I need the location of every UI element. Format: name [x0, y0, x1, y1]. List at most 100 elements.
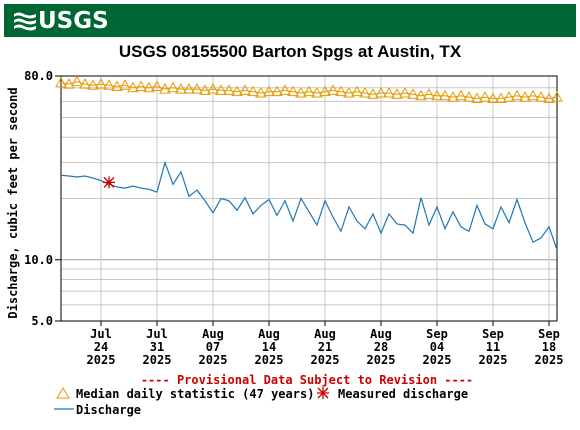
y-tick-label: 5.0	[31, 314, 53, 328]
x-tick-label: 2025	[143, 353, 172, 367]
median-point	[223, 84, 235, 95]
x-tick-label: 11	[486, 340, 500, 354]
median-point	[535, 91, 547, 102]
median-point	[159, 83, 171, 94]
x-tick-label: 24	[94, 340, 108, 354]
median-point	[551, 91, 563, 102]
median-point	[463, 91, 475, 102]
x-tick-label: Jul	[90, 327, 112, 341]
median-point	[471, 92, 483, 104]
median-point	[495, 92, 507, 104]
x-tick-label: Sep	[538, 327, 560, 341]
usgs-banner: USGS	[4, 4, 576, 37]
median-point	[519, 91, 531, 102]
median-point	[319, 85, 331, 97]
median-point	[543, 92, 555, 104]
x-tick-label: Aug	[202, 327, 224, 341]
median-point	[343, 86, 355, 98]
median-point	[479, 91, 491, 102]
median-point	[399, 86, 411, 98]
median-point	[335, 85, 347, 97]
x-tick-label: 18	[542, 340, 556, 354]
median-point	[127, 81, 139, 93]
median-point	[191, 83, 203, 94]
x-tick-label: 2025	[535, 353, 564, 367]
median-point	[143, 81, 155, 93]
median-point	[63, 78, 75, 89]
median-point	[415, 89, 427, 101]
median-point	[239, 84, 251, 95]
x-tick-label: 21	[318, 340, 332, 354]
logo-text: USGS	[38, 8, 109, 34]
x-tick-label: 31	[150, 340, 164, 354]
legend-measured-marker	[317, 387, 329, 399]
median-point	[527, 89, 539, 101]
median-point	[447, 91, 459, 102]
provisional-notice: ---- Provisional Data Subject to Revisio…	[141, 373, 473, 387]
legend: Median daily statistic (47 years) Measur…	[54, 387, 468, 417]
median-point	[383, 86, 395, 98]
chart-title: USGS 08155500 Barton Spgs at Austin, TX	[118, 42, 462, 61]
axis-layer: 80.010.05.0Jul242025Jul312025Aug072025Au…	[24, 69, 563, 367]
x-tick-label: Aug	[258, 327, 280, 341]
x-tick-label: 14	[262, 340, 276, 354]
median-point	[151, 80, 163, 92]
median-point	[407, 88, 419, 99]
median-point	[255, 86, 267, 98]
median-point	[79, 78, 91, 89]
median-point	[71, 75, 83, 87]
median-point	[487, 92, 499, 104]
x-tick-label: Jul	[146, 327, 168, 341]
median-point	[511, 89, 523, 101]
y-tick-label: 10.0	[24, 253, 53, 267]
median-point	[55, 76, 67, 88]
y-tick-label: 80.0	[24, 69, 53, 83]
legend-median-label: Median daily statistic (47 years)	[76, 387, 314, 401]
x-tick-label: 2025	[311, 353, 340, 367]
median-point	[391, 88, 403, 99]
x-tick-label: 2025	[87, 353, 116, 367]
median-point	[207, 83, 219, 94]
x-tick-label: 2025	[255, 353, 284, 367]
median-point	[311, 86, 323, 98]
median-point	[271, 85, 283, 97]
legend-measured-label: Measured discharge	[338, 387, 468, 401]
x-tick-label: Aug	[314, 327, 336, 341]
median-point	[375, 86, 387, 98]
median-point	[215, 84, 227, 95]
plot-frame	[60, 75, 558, 322]
legend-median-marker	[56, 387, 70, 399]
x-tick-label: Sep	[426, 327, 448, 341]
x-tick-label: 07	[206, 340, 220, 354]
median-point	[247, 85, 259, 97]
x-tick-label: Sep	[482, 327, 504, 341]
median-point	[359, 86, 371, 98]
median-point	[503, 91, 515, 102]
median-point	[199, 84, 211, 95]
median-point	[295, 86, 307, 98]
median-point	[135, 80, 147, 92]
median-point	[95, 78, 107, 89]
usgs-wave-icon	[14, 12, 36, 31]
median-point	[167, 81, 179, 93]
median-point	[431, 89, 443, 101]
x-tick-label: 04	[430, 340, 444, 354]
x-tick-label: 2025	[199, 353, 228, 367]
median-point	[183, 83, 195, 94]
grid-layer	[61, 76, 557, 321]
median-point	[439, 89, 451, 101]
discharge-line	[60, 160, 558, 250]
median-point	[231, 85, 243, 97]
median-point	[351, 85, 363, 97]
median-point	[103, 79, 115, 90]
usgs-logo: USGS	[13, 9, 109, 33]
median-point	[303, 85, 315, 97]
median-point	[455, 89, 467, 101]
median-point	[287, 85, 299, 97]
x-tick-label: 2025	[367, 353, 396, 367]
median-point	[423, 88, 435, 99]
x-tick-label: 28	[374, 340, 388, 354]
x-tick-label: 2025	[479, 353, 508, 367]
median-point	[87, 79, 99, 90]
